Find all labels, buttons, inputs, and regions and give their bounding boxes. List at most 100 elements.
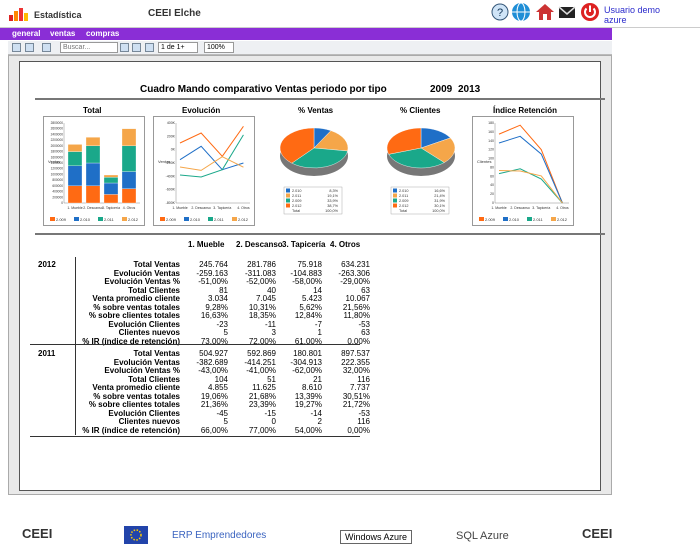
legend-swatch — [286, 203, 290, 208]
y-axis-label: Ventas — [48, 159, 60, 164]
zoom-selector[interactable]: 100% — [204, 42, 234, 53]
legend-label: 2.010 — [399, 189, 409, 193]
table-cell: 21,72% — [342, 400, 370, 409]
app-title: Estadística — [34, 10, 82, 20]
report-year-start: 2009 — [430, 84, 453, 95]
legend-swatch — [286, 193, 290, 198]
y-tick-label: 600000 — [52, 184, 63, 188]
y-tick-label: 1400000 — [51, 161, 64, 165]
find-icon[interactable] — [120, 43, 129, 52]
x-tick-label: 4. Otros — [123, 206, 136, 210]
table-cell: -311.083 — [245, 268, 276, 278]
row-label: Evolución Ventas — [113, 268, 180, 278]
row-label: Venta promedio cliente — [92, 383, 180, 392]
help-icon[interactable]: ? — [490, 2, 510, 22]
legend-label: 2.012 — [292, 204, 302, 208]
table-cell: 104 — [214, 374, 228, 384]
y-axis-label: Clientes — [477, 159, 491, 164]
table-cell: 116 — [357, 417, 370, 426]
table-cell: 40 — [267, 285, 276, 295]
menu-general[interactable]: general — [12, 29, 41, 38]
legend-label: 2.012 — [557, 217, 568, 222]
table-cell: 73,00% — [200, 336, 228, 346]
refresh-icon[interactable] — [25, 43, 34, 52]
table-cell: 245.764 — [199, 260, 228, 269]
y-tick-label: 0 — [61, 201, 63, 205]
print-icon[interactable] — [42, 43, 51, 52]
ceei-logo-right: CEEI — [582, 526, 613, 541]
table-cell: 504.927 — [199, 349, 228, 358]
legend-label: 2.010 — [190, 217, 201, 222]
table-divider — [75, 346, 76, 435]
ceei-logo-left: CEEI — [22, 526, 53, 541]
report-viewer[interactable]: Cuadro Mando comparativo Ventas periodo … — [8, 55, 612, 495]
legend-value: 21,4% — [434, 194, 445, 198]
legend-label: Total — [292, 209, 300, 213]
report-title: Cuadro Mando comparativo Ventas periodo … — [140, 84, 387, 95]
legend-swatch — [98, 217, 103, 221]
row-label: Evolución Clientes — [108, 319, 180, 329]
windows-azure-logo: Windows Azure — [340, 530, 413, 544]
series-line — [179, 156, 244, 171]
row-label: % sobre ventas totales — [93, 302, 180, 312]
table-cell: -62,00% — [292, 366, 322, 375]
export-icon[interactable] — [12, 43, 21, 52]
menu-ventas[interactable]: ventas — [50, 29, 76, 38]
legend-swatch — [393, 198, 397, 203]
table-cell: 10,31% — [248, 302, 276, 312]
legend-box — [283, 186, 343, 215]
eu-logo-icon — [124, 526, 148, 544]
row-label: Evolución Ventas — [113, 357, 180, 367]
chart-title-ventas: % Ventas — [298, 106, 334, 115]
table-cell: 5 — [223, 417, 228, 426]
row-label: % IR (índice de retención) — [82, 336, 180, 346]
table-cell: 72,00% — [248, 336, 276, 346]
year-label: 2012 — [38, 260, 56, 269]
chart-title-total: Total — [83, 106, 102, 115]
table-cell: 81 — [219, 285, 228, 295]
bar — [103, 194, 119, 204]
table-cell: 13,39% — [294, 391, 322, 401]
table-cell: 30,51% — [342, 391, 370, 401]
sql-azure-logo: SQL Azure — [456, 530, 509, 542]
y-tick-label: 2600000 — [51, 127, 64, 131]
table-cell: 9,28% — [205, 302, 228, 312]
table-cell: 66,00% — [200, 425, 228, 435]
first-page-icon[interactable] — [145, 43, 154, 52]
legend-swatch — [208, 217, 213, 221]
table-cell: -263.306 — [338, 268, 370, 278]
table-cell: 222.355 — [341, 357, 370, 367]
x-tick-label: 2. Descanso — [510, 206, 530, 210]
series-line — [498, 135, 563, 204]
user-info[interactable]: Usuario demo azure — [604, 5, 696, 25]
x-tick-label: 3. Tapicería — [102, 206, 120, 210]
chart-title-clientes: % Clientes — [400, 106, 441, 115]
globe-icon[interactable] — [511, 2, 531, 22]
table-cell: 7.045 — [255, 294, 276, 303]
table-cell: 116 — [357, 374, 370, 384]
y-tick-label: 2200000 — [51, 138, 64, 142]
power-icon[interactable] — [580, 2, 600, 22]
legend-label: 2.009 — [56, 217, 67, 222]
search-input[interactable] — [60, 42, 118, 53]
page-selector[interactable]: 1 de 1+ — [158, 42, 198, 53]
table-cell: -41,00% — [246, 366, 276, 375]
table-cell: 5 — [223, 328, 228, 337]
row-label: % sobre clientes totales — [88, 400, 180, 409]
table-cell: 281.786 — [247, 260, 276, 269]
menu-bar: general ventas compras — [0, 28, 612, 40]
y-tick-label: 0K — [171, 148, 176, 152]
find-next-icon[interactable] — [132, 43, 141, 52]
mail-icon[interactable] — [557, 2, 577, 22]
bar — [85, 137, 101, 147]
legend-label: 2.010 — [80, 217, 91, 222]
table-cell: 16,63% — [200, 311, 228, 320]
legend-swatch — [74, 217, 79, 221]
legend-swatch — [160, 217, 165, 221]
row-label: Clientes nuevos — [118, 328, 180, 337]
legend-swatch — [122, 217, 127, 221]
menu-compras[interactable]: compras — [86, 29, 120, 38]
row-label: Clientes nuevos — [118, 417, 180, 426]
home-icon[interactable] — [535, 2, 555, 22]
legend-box — [390, 186, 450, 215]
